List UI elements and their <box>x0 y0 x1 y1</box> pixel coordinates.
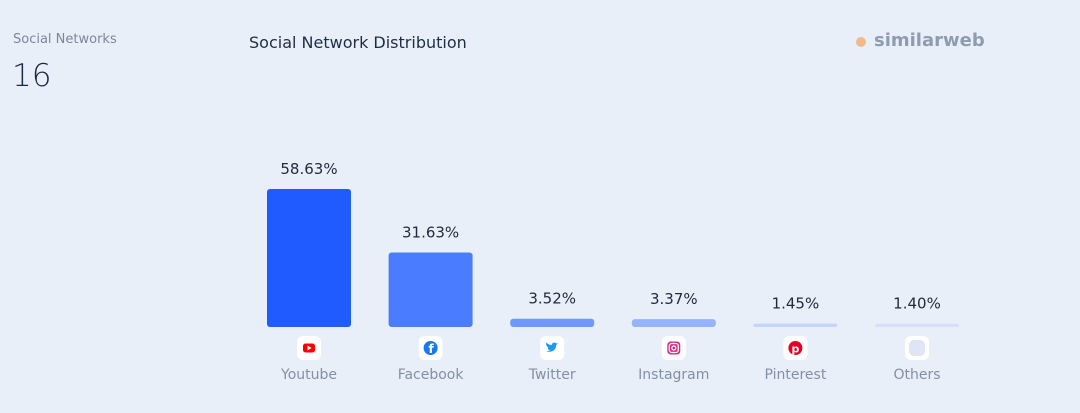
bar-pinterest[interactable] <box>753 323 838 327</box>
data-label: 3.37% <box>650 290 698 308</box>
chart-title: Social Network Distribution <box>249 33 467 52</box>
kpi-value: 16 <box>12 58 52 94</box>
svg-text:p: p <box>791 343 799 356</box>
pinterest-icon: p <box>783 336 808 360</box>
data-label: 58.63% <box>280 160 337 178</box>
category-label: Youtube <box>280 367 337 383</box>
data-label: 3.52% <box>528 290 576 308</box>
bar-twitter[interactable] <box>510 318 595 327</box>
category-label: Facebook <box>398 367 465 383</box>
data-label: 31.63% <box>402 224 459 242</box>
svg-text:f: f <box>428 342 434 356</box>
bar-facebook[interactable] <box>388 252 473 327</box>
bar-instagram[interactable] <box>631 319 716 327</box>
kpi-label: Social Networks <box>13 32 117 47</box>
category-label: Others <box>893 367 940 383</box>
instagram-icon <box>661 336 686 360</box>
youtube-icon <box>297 336 321 360</box>
twitter-icon <box>540 336 565 360</box>
category-label: Pinterest <box>764 367 826 383</box>
similarweb-logo: similarweb <box>855 30 985 51</box>
others-icon <box>905 336 929 360</box>
similarweb-logo-icon <box>855 33 870 48</box>
data-label: 1.45% <box>772 295 820 313</box>
data-label: 1.40% <box>893 295 941 313</box>
category-label: Instagram <box>638 367 709 383</box>
logo-text: similarweb <box>874 30 985 51</box>
facebook-icon: f <box>418 336 443 360</box>
bar-others[interactable] <box>875 323 959 327</box>
category-label: Twitter <box>528 367 576 383</box>
bar-youtube[interactable] <box>267 189 351 327</box>
